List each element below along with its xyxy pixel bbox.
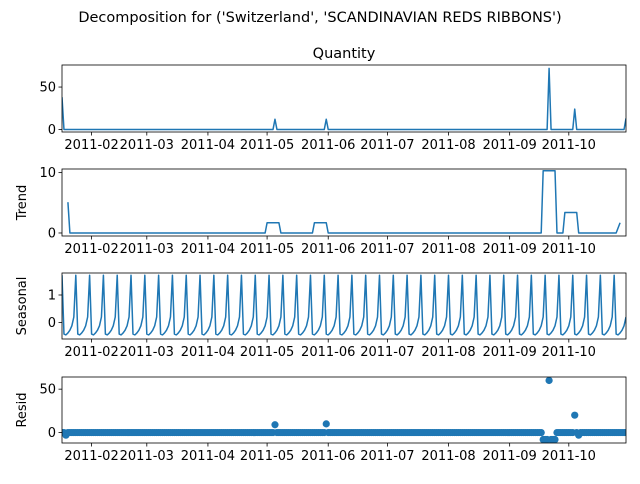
resid-point xyxy=(322,420,330,428)
observed-xtick-label: 2011-04 xyxy=(181,138,235,153)
resid-ytick-label: 0 xyxy=(48,426,56,441)
trend-plot-area xyxy=(67,170,621,234)
observed-plot-area xyxy=(62,67,626,131)
resid-point xyxy=(545,377,553,385)
resid-xtick-label: 2011-05 xyxy=(240,449,294,464)
seasonal-series-line xyxy=(62,274,626,336)
trend-ylabel: Trend xyxy=(15,185,30,222)
resid-point xyxy=(571,411,579,419)
seasonal-xtick-label: 2011-10 xyxy=(542,345,596,360)
seasonal-ylabel: Seasonal xyxy=(15,277,30,336)
observed-axes-frame xyxy=(61,64,627,133)
resid-xtick-label: 2011-09 xyxy=(482,449,536,464)
trend-xtick-label: 2011-05 xyxy=(240,242,294,257)
observed-xtick-label: 2011-05 xyxy=(240,138,294,153)
trend-xtick-label: 2011-02 xyxy=(64,242,118,257)
resid-xtick-label: 2011-06 xyxy=(301,449,355,464)
observed-xtick-label: 2011-09 xyxy=(482,138,536,153)
observed-series-line xyxy=(62,67,626,131)
trend-ytick-label: 10 xyxy=(39,166,56,181)
resid-panel: 0 50 2011-02 2011-03 2011-04 2011-05 2011-06 20… xyxy=(15,376,627,464)
trend-panel: 0 10 2011-02 2011-03 2011-04 2011-05 2011-06 20… xyxy=(15,166,627,257)
resid-xtick-label: 2011-03 xyxy=(120,449,174,464)
observed-ytick-label: 0 xyxy=(48,123,56,138)
resid-point xyxy=(271,421,279,429)
observed-title: Quantity xyxy=(313,46,376,62)
trend-xtick-label: 2011-09 xyxy=(482,242,536,257)
resid-xtick-label: 2011-08 xyxy=(421,449,475,464)
resid-ylabel: Resid xyxy=(15,392,30,427)
resid-xtick-label: 2011-04 xyxy=(181,449,235,464)
resid-point xyxy=(622,428,626,437)
resid-plot-area xyxy=(62,377,626,443)
trend-xtick-label: 2011-03 xyxy=(120,242,174,257)
trend-xtick-label: 2011-10 xyxy=(542,242,596,257)
seasonal-xtick-label: 2011-03 xyxy=(120,345,174,360)
seasonal-axes-frame xyxy=(61,272,627,340)
seasonal-ytick-label: 0 xyxy=(48,316,56,331)
observed-xtick-label: 2011-03 xyxy=(120,138,174,153)
seasonal-xtick-label: 2011-06 xyxy=(301,345,355,360)
trend-ytick-label: 0 xyxy=(48,226,56,241)
observed-ytick-label: 50 xyxy=(39,81,56,96)
seasonal-plot-area xyxy=(62,274,626,336)
trend-series-line xyxy=(67,170,621,234)
seasonal-xtick-label: 2011-05 xyxy=(240,345,294,360)
resid-point xyxy=(537,428,545,437)
observed-xtick-label: 2011-07 xyxy=(360,138,414,153)
trend-xtick-label: 2011-06 xyxy=(301,242,355,257)
seasonal-xtick-label: 2011-08 xyxy=(421,345,475,360)
seasonal-panel: 0 1 2011-02 2011-03 2011-04 2011-05 2011-06 201… xyxy=(15,272,627,360)
resid-xtick-label: 2011-02 xyxy=(64,449,118,464)
resid-axes-frame xyxy=(61,376,627,444)
trend-xtick-label: 2011-07 xyxy=(360,242,414,257)
resid-xtick-label: 2011-10 xyxy=(542,449,596,464)
observed-xtick-label: 2011-08 xyxy=(421,138,475,153)
observed-xtick-label: 2011-10 xyxy=(542,138,596,153)
seasonal-xtick-label: 2011-04 xyxy=(181,345,235,360)
observed-xtick-label: 2011-06 xyxy=(301,138,355,153)
seasonal-xtick-label: 2011-02 xyxy=(64,345,118,360)
trend-xtick-label: 2011-04 xyxy=(181,242,235,257)
observed-panel: 0 50 2011-02 2011-03 2011-04 2011-05 2011-06 20… xyxy=(39,46,627,153)
seasonal-xtick-label: 2011-09 xyxy=(482,345,536,360)
seasonal-ytick-label: 1 xyxy=(48,289,56,304)
resid-point xyxy=(551,435,559,443)
trend-axes-frame xyxy=(61,168,627,237)
resid-ytick-label: 50 xyxy=(39,383,56,398)
observed-xtick-label: 2011-02 xyxy=(64,138,118,153)
trend-xtick-label: 2011-08 xyxy=(421,242,475,257)
seasonal-xtick-label: 2011-07 xyxy=(360,345,414,360)
resid-xtick-label: 2011-07 xyxy=(360,449,414,464)
figure-title: Decomposition for ('Switzerland', 'SCAND… xyxy=(78,10,561,26)
